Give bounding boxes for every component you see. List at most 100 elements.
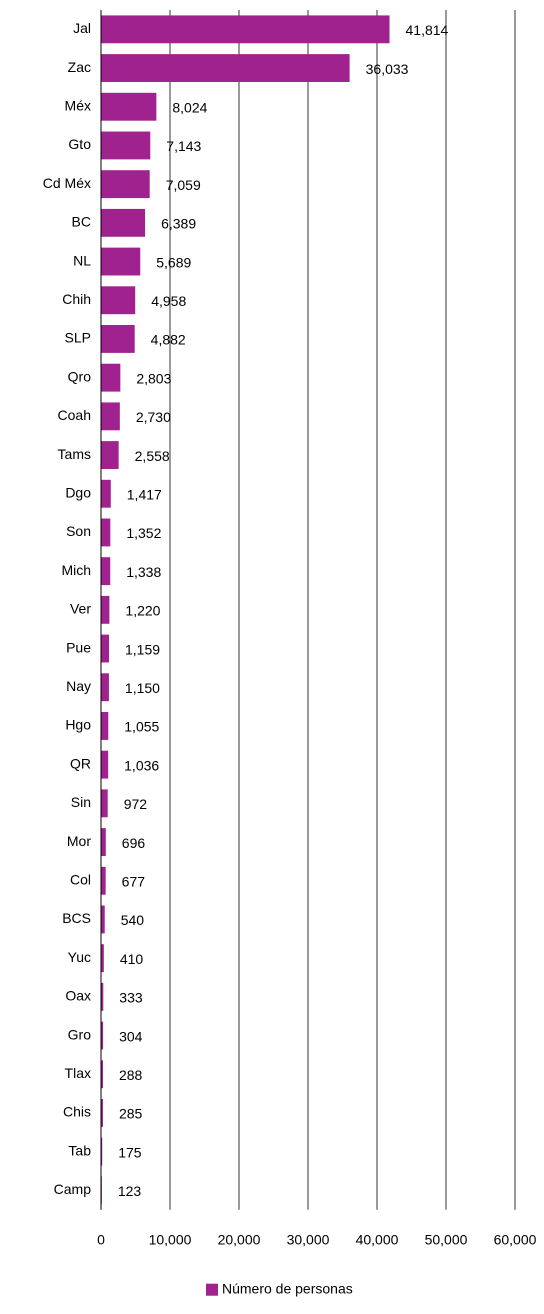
data-label: 333 <box>119 990 143 1006</box>
x-tick-label: 30,000 <box>287 1231 330 1247</box>
bar <box>101 92 157 121</box>
data-label: 288 <box>119 1067 143 1083</box>
data-label: 4,882 <box>151 332 186 348</box>
data-label: 1,150 <box>125 680 160 696</box>
bar <box>101 673 109 702</box>
y-tick-label: Gto <box>68 136 91 152</box>
data-label: 540 <box>121 912 145 928</box>
bar <box>101 54 350 82</box>
bar <box>101 1021 104 1050</box>
data-label: 285 <box>119 1106 143 1122</box>
y-tick-label: Tab <box>68 1142 91 1158</box>
y-tick-label: Sin <box>71 794 91 810</box>
y-tick-label: Tlax <box>65 1065 91 1081</box>
bar <box>101 944 104 973</box>
data-label: 1,417 <box>127 486 162 502</box>
bar <box>101 131 151 160</box>
x-tick-label: 40,000 <box>356 1231 399 1247</box>
bar <box>101 170 150 199</box>
bar <box>101 518 111 547</box>
y-tick-label: Mor <box>67 833 91 849</box>
y-tick-label: Méx <box>65 97 91 113</box>
y-tick-label: Ver <box>70 601 91 617</box>
data-label: 677 <box>122 873 146 889</box>
data-label: 2,803 <box>136 370 171 386</box>
bar <box>101 1137 103 1166</box>
bar <box>101 866 106 895</box>
bar <box>101 325 135 353</box>
y-tick-label: Son <box>66 523 91 539</box>
y-tick-label: BC <box>72 214 91 230</box>
data-label: 4,958 <box>151 293 186 309</box>
y-tick-label: Gro <box>68 1026 92 1042</box>
data-label: 6,389 <box>161 216 196 232</box>
data-label: 7,059 <box>166 177 201 193</box>
data-label: 304 <box>119 1028 143 1044</box>
bar <box>101 595 110 624</box>
data-label: 1,055 <box>124 719 159 735</box>
data-label: 41,814 <box>406 22 449 38</box>
y-tick-label: BCS <box>62 910 91 926</box>
bar <box>101 363 121 392</box>
x-tick-label: 20,000 <box>218 1231 261 1247</box>
bar <box>101 247 141 276</box>
y-tick-label: Col <box>70 871 91 887</box>
bar <box>101 479 111 508</box>
bar <box>101 1060 103 1089</box>
x-tick-label: 0 <box>97 1231 105 1247</box>
data-label: 36,033 <box>366 61 409 77</box>
bar <box>101 557 111 586</box>
data-label: 1,036 <box>124 757 159 773</box>
y-tick-label: SLP <box>65 330 91 346</box>
data-label: 1,338 <box>126 564 161 580</box>
x-tick-label: 50,000 <box>425 1231 468 1247</box>
bar <box>101 750 109 779</box>
data-label: 7,143 <box>166 138 201 154</box>
y-tick-label: Nay <box>66 678 91 694</box>
bar <box>101 286 136 315</box>
bar <box>101 208 146 237</box>
data-label: 1,352 <box>126 525 161 541</box>
y-tick-label: QR <box>70 755 91 771</box>
x-tick-label: 10,000 <box>149 1231 192 1247</box>
y-tick-label: Cd Méx <box>43 175 91 191</box>
data-label: 2,730 <box>136 409 171 425</box>
data-label: 1,220 <box>125 603 160 619</box>
bar <box>101 15 390 44</box>
data-label: 972 <box>124 796 148 812</box>
data-label: 696 <box>122 835 146 851</box>
data-label: 2,558 <box>135 448 170 464</box>
y-tick-label: Coah <box>58 407 91 423</box>
legend-swatch <box>206 1283 218 1296</box>
y-tick-label: Jal <box>73 20 91 36</box>
bar <box>101 634 109 663</box>
y-tick-label: Yuc <box>68 949 91 965</box>
y-tick-label: Hgo <box>65 717 91 733</box>
y-tick-label: Oax <box>65 988 91 1004</box>
y-tick-label: Dgo <box>65 484 91 500</box>
bar <box>101 905 105 934</box>
data-label: 175 <box>118 1144 142 1160</box>
data-label: 5,689 <box>156 254 191 270</box>
y-tick-label: Qro <box>68 368 92 384</box>
bar <box>101 712 109 740</box>
data-label: 1,159 <box>125 641 160 657</box>
bar <box>101 402 120 431</box>
data-label: 410 <box>120 951 144 967</box>
bar <box>101 828 106 856</box>
bar <box>101 441 119 469</box>
bar <box>101 789 108 818</box>
y-tick-label: Chis <box>63 1104 91 1120</box>
y-tick-label: Pue <box>66 639 91 655</box>
y-tick-label: NL <box>73 252 91 268</box>
bar <box>101 1099 103 1127</box>
y-tick-label: Camp <box>54 1181 92 1197</box>
bar <box>101 982 104 1011</box>
legend-label: Número de personas <box>222 1280 353 1296</box>
data-label: 123 <box>118 1183 142 1199</box>
y-tick-label: Zac <box>68 59 91 75</box>
y-tick-label: Tams <box>58 446 91 462</box>
y-tick-label: Chih <box>62 291 91 307</box>
data-label: 8,024 <box>172 99 207 115</box>
